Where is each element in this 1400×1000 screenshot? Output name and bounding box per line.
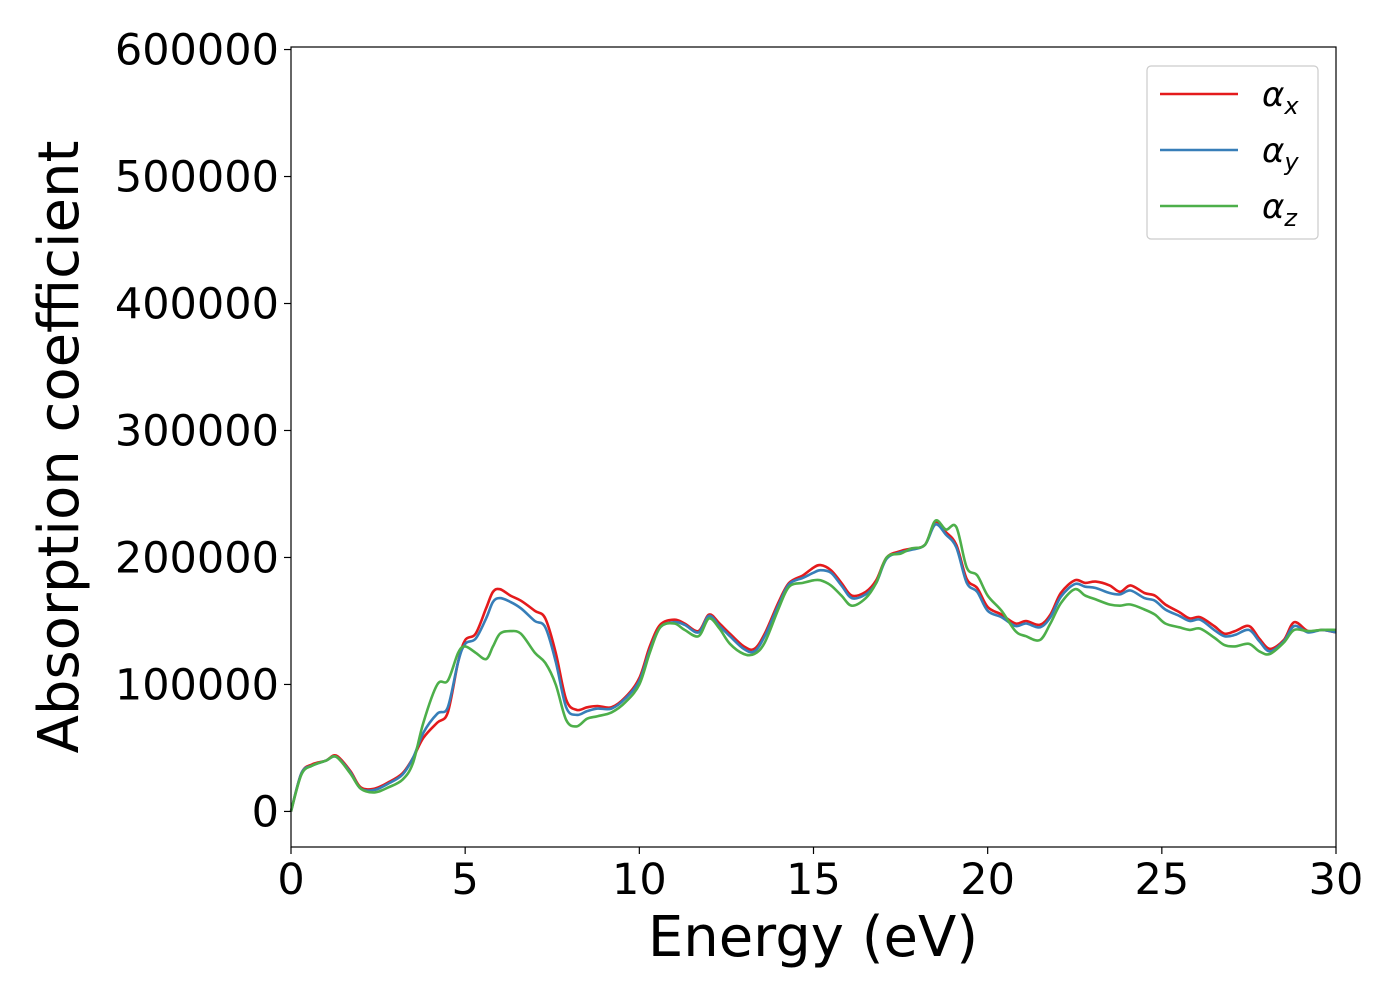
x-tick-label: 5 — [451, 855, 478, 905]
series-line-alpha-x — [289, 520, 1337, 812]
y-tick-label: 600000 — [115, 26, 279, 76]
legend-box — [1146, 65, 1319, 240]
series-line-alpha-y — [289, 523, 1337, 812]
x-tick-label: 0 — [277, 855, 304, 905]
y-axis-title: Absorption coefficient — [27, 141, 92, 754]
x-tick-label: 15 — [786, 855, 841, 905]
x-tick-label: 20 — [960, 855, 1015, 905]
y-tick-label: 500000 — [115, 153, 279, 203]
series-layer — [289, 518, 1337, 812]
series-line-alpha-z — [289, 518, 1337, 812]
x-tick-label: 10 — [612, 855, 667, 905]
x-axis: 0 5 10 15 20 25 30 — [277, 847, 1363, 905]
y-tick-label: 400000 — [115, 280, 279, 330]
x-tick-label: 30 — [1309, 855, 1364, 905]
y-tick-label: 0 — [252, 787, 279, 837]
y-axis: 0 100000 200000 300000 400000 500000 600000 — [115, 26, 291, 837]
y-tick-label: 200000 — [115, 533, 279, 583]
y-tick-label: 300000 — [115, 406, 279, 456]
y-tick-label: 100000 — [115, 660, 279, 710]
x-axis-title: Energy (eV) — [648, 905, 978, 970]
x-tick-label: 25 — [1134, 855, 1189, 905]
